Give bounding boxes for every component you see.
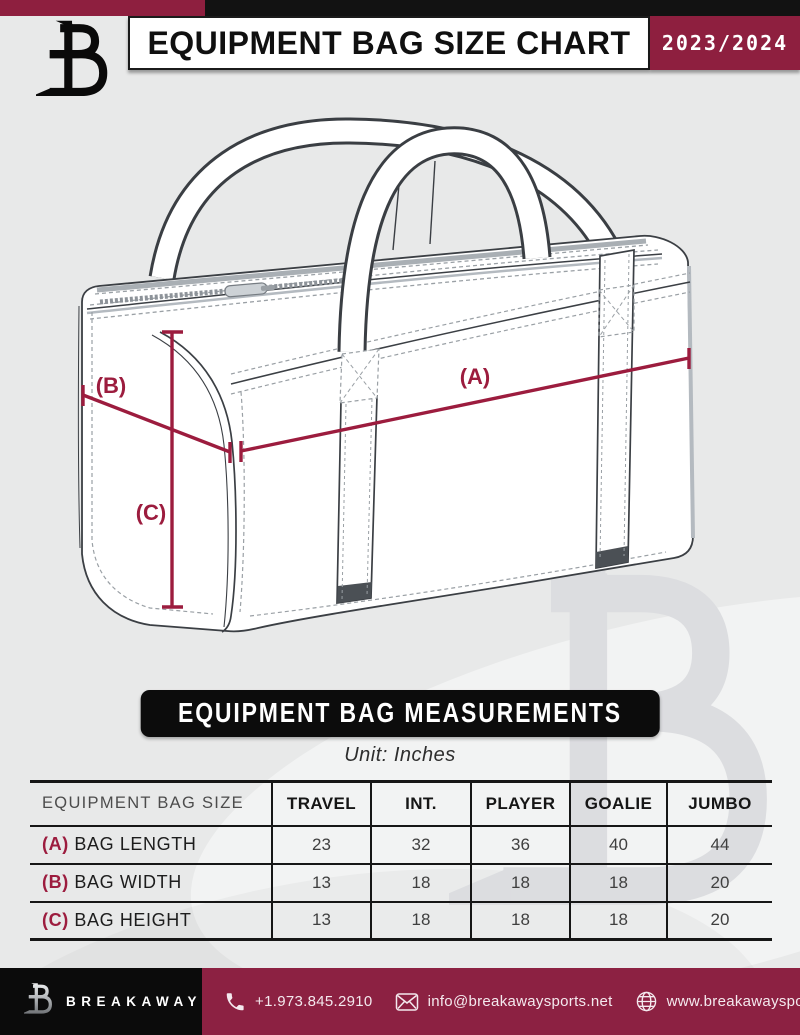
size-column-header: EQUIPMENT BAG SIZE (42, 794, 244, 813)
row-label-cell: (A) BAG LENGTH (30, 826, 272, 864)
col-header-jumbo: JUMBO (666, 781, 772, 826)
table-row-height: (C) BAG HEIGHT 13 18 18 18 20 (30, 901, 772, 940)
value-cell: 32 (370, 825, 471, 864)
dimension-label-a: (A) (460, 364, 491, 389)
dimension-label-c: (C) (136, 500, 167, 525)
value-cell: 20 (666, 901, 772, 940)
breakaway-b-logo-icon (24, 983, 52, 1014)
size-table: EQUIPMENT BAG SIZE TRAVEL INT. PLAYER GO… (30, 780, 772, 941)
row-label-cell: (C) BAG HEIGHT (30, 902, 272, 940)
col-header-travel: TRAVEL (271, 781, 371, 826)
page-title: EQUIPMENT BAG SIZE CHART (128, 16, 650, 70)
col-header-goalie: GOALIE (569, 781, 667, 826)
value-cell: 18 (370, 901, 471, 940)
phone-icon (226, 992, 244, 1010)
table-row-length: (A) BAG LENGTH 23 32 36 40 44 (30, 825, 772, 864)
row-key: (A) (42, 834, 69, 854)
globe-icon (636, 991, 656, 1012)
dimension-line-b (81, 385, 232, 463)
value-cell: 36 (470, 825, 570, 864)
header-black-strip (205, 0, 800, 16)
value-cell: 18 (470, 901, 570, 940)
unit-note: Unit: Inches (344, 744, 456, 766)
website-contact: www.breakawaysports.net (635, 990, 800, 1013)
value-cell: 20 (666, 863, 772, 902)
row-key: (C) (42, 909, 69, 930)
value-cell: 18 (470, 863, 570, 902)
row-label-cell: (B) BAG WIDTH (30, 864, 272, 902)
phone-text: +1.973.845.2910 (255, 993, 373, 1010)
dimension-line-a (239, 348, 691, 462)
bag-body (77, 234, 695, 633)
col-header-int: INT. (370, 781, 471, 826)
breakaway-b-logo-icon (36, 20, 108, 97)
value-cell: 18 (569, 901, 667, 940)
front-handle (337, 126, 552, 353)
zipper-slider (224, 282, 275, 298)
section-banner: EQUIPMENT BAG MEASUREMENTS (140, 690, 660, 737)
email-contact: info@breakawaysports.net (395, 992, 613, 1012)
dimension-line-c (162, 330, 183, 609)
page-title-text: EQUIPMENT BAG SIZE CHART (147, 24, 631, 61)
value-cell: 23 (271, 825, 371, 864)
row-label: BAG WIDTH (74, 872, 182, 892)
dimension-label-b: (B) (96, 373, 127, 398)
col-header-player: PLAYER (470, 781, 570, 826)
value-cell: 18 (569, 863, 667, 902)
value-cell: 40 (569, 825, 667, 864)
brand-wordmark: BREAKAWAY (66, 994, 203, 1009)
mail-icon (395, 992, 418, 1011)
footer-brand-block: BREAKAWAY (0, 968, 203, 1035)
value-cell: 44 (666, 825, 772, 864)
website-text: www.breakawaysports.net (666, 993, 800, 1010)
footer-contact-block: +1.973.845.2910 info@breakawaysports.net… (202, 968, 800, 1035)
bag-diagram: (A) (B) (C) (77, 117, 695, 633)
handle-back-leg (429, 160, 436, 245)
season-badge: 2023/2024 (650, 16, 800, 70)
footer-bar: BREAKAWAY +1.973.845.2910 info@breakaway… (0, 968, 800, 1035)
season-text: 2023/2024 (661, 31, 789, 55)
value-cell: 13 (271, 901, 371, 940)
value-cell: 13 (271, 863, 371, 902)
right-strap (595, 248, 635, 570)
row-label: BAG LENGTH (74, 834, 197, 854)
row-key: (B) (42, 872, 69, 892)
row-label: BAG HEIGHT (74, 909, 192, 930)
table-header-row: EQUIPMENT BAG SIZE TRAVEL INT. PLAYER GO… (30, 781, 772, 826)
back-handle (148, 117, 627, 281)
header-maroon-strip (0, 0, 205, 16)
left-strap (336, 348, 380, 604)
phone-contact: +1.973.845.2910 (224, 991, 373, 1013)
value-cell: 18 (370, 863, 471, 902)
section-banner-text: EQUIPMENT BAG MEASUREMENTS (178, 697, 622, 729)
email-text: info@breakawaysports.net (427, 993, 613, 1010)
table-row-width: (B) BAG WIDTH 13 18 18 18 20 (30, 863, 772, 902)
